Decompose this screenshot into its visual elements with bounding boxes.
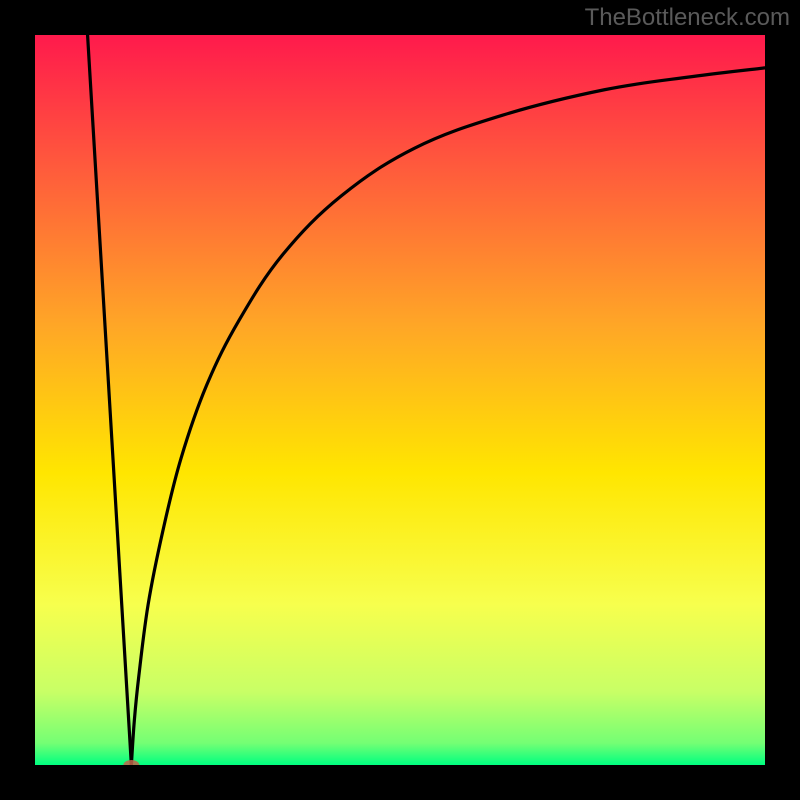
chart-svg: [0, 0, 800, 800]
watermark-text: TheBottleneck.com: [585, 4, 790, 32]
bottleneck-chart: TheBottleneck.com: [0, 0, 800, 800]
plot-background: [35, 35, 765, 765]
